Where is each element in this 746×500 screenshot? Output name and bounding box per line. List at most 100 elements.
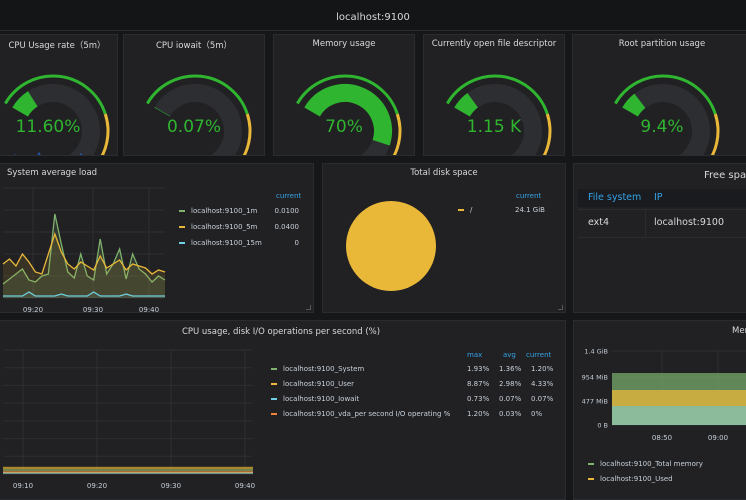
legend-label: localhost:9100_Iowait xyxy=(283,395,360,403)
disk-pie[interactable] xyxy=(336,191,446,301)
gauge-panel[interactable]: Memory usage 70% xyxy=(273,34,415,156)
legend-label: localhost:9100_Total memory xyxy=(600,460,703,468)
gauge-panel[interactable]: CPU Usage rate（5m） 11.60% xyxy=(0,34,118,156)
x-tick-label: 09:10 xyxy=(13,482,33,490)
legend-value: 24.1 GiB xyxy=(515,206,545,214)
gauge-track xyxy=(154,84,242,155)
legend-value-avg: 2.98% xyxy=(499,380,522,388)
series-line-15m xyxy=(3,291,165,297)
series-line-1m xyxy=(2,213,166,285)
cpu-io-chart[interactable]: 09:10 09:20 09:30 09:40 xyxy=(0,346,267,496)
gauge-fill xyxy=(12,91,39,117)
gauge-threshold-arc xyxy=(542,113,552,155)
legend-item[interactable]: localhost:9100_15m xyxy=(179,239,262,247)
panel-title: Memory usage xyxy=(312,39,376,49)
legend-swatch xyxy=(179,226,185,228)
panel-title: Free spac xyxy=(704,170,746,181)
x-tick-label: 09:00 xyxy=(708,434,728,442)
legend-item[interactable]: localhost:9100_Used xyxy=(588,475,673,483)
system-load-panel[interactable]: System average load 09:20 09:30 09:40 curr… xyxy=(0,163,314,313)
avg-header: avg xyxy=(503,351,516,359)
panel-title: CPU iowait（5m） xyxy=(155,41,233,51)
current-header: current xyxy=(516,192,542,200)
legend-item[interactable]: localhost:9100_Total memory xyxy=(588,460,703,468)
legend-label: localhost:9100_User xyxy=(283,380,355,388)
panel-title: Total disk space xyxy=(410,168,478,178)
top-bar xyxy=(0,0,746,31)
disk-space-panel[interactable]: Total disk space current / 24.1 GiB xyxy=(322,163,566,313)
legend-swatch xyxy=(271,368,277,370)
gauge-value: 0.07% xyxy=(166,117,221,137)
legend-swatch xyxy=(458,209,464,211)
legend-label: localhost:9100_1m xyxy=(191,207,258,215)
memory-chart[interactable]: 1.4 GiB 954 MiB 477 MiB 0 B 08:50 09:00 xyxy=(574,343,746,463)
gauge-panel[interactable]: Root partition usage 9.4% xyxy=(572,34,746,156)
legend-label: localhost:9100_System xyxy=(283,365,365,373)
gauge-threshold-arc xyxy=(392,113,402,155)
gauge-threshold-arc xyxy=(4,74,107,115)
pie-slice-root[interactable] xyxy=(346,201,436,291)
legend-value-current: 0% xyxy=(531,410,543,418)
legend-swatch xyxy=(179,242,185,244)
panel-title: Currently open file descriptor xyxy=(431,39,557,49)
sparkline xyxy=(14,151,83,155)
gauge-track xyxy=(622,84,710,155)
y-tick-label: 954 MiB xyxy=(582,374,608,382)
gauge-panel[interactable]: CPU iowait（5m） 0.07% xyxy=(123,34,265,156)
legend-item[interactable]: / xyxy=(458,206,472,214)
resize-handle[interactable] xyxy=(306,305,311,310)
legend-value: 0.0400 xyxy=(274,223,300,231)
x-tick-label: 08:50 xyxy=(652,434,672,442)
legend-swatch xyxy=(588,463,594,465)
legend-item[interactable]: localhost:9100_1m xyxy=(179,207,257,215)
row-title[interactable]: localhost:9100 xyxy=(336,12,410,23)
gauge-value: 9.4% xyxy=(640,117,684,137)
column-header-filesystem[interactable]: File system xyxy=(588,192,642,203)
gauge-track xyxy=(454,84,542,155)
gauge-dial xyxy=(614,74,720,155)
gauge-fill xyxy=(454,92,479,117)
current-header: current xyxy=(526,351,552,359)
legend-item[interactable]: localhost:9100_User xyxy=(271,380,354,388)
legend-value-avg: 1.36% xyxy=(499,365,522,373)
legend-value-current: 0.07% xyxy=(531,395,554,403)
legend-swatch xyxy=(179,210,185,212)
load-chart[interactable]: 09:20 09:30 09:40 xyxy=(0,184,167,313)
area-free xyxy=(612,406,746,425)
legend-item[interactable]: localhost:9100_System xyxy=(271,365,364,373)
table-header: File system IP xyxy=(578,189,746,207)
column-header-ip[interactable]: IP xyxy=(654,192,663,203)
legend-item[interactable]: localhost:9100_5m xyxy=(179,223,257,231)
panel-title: CPU usage, disk I/O operations per secon… xyxy=(181,327,381,337)
free-space-panel[interactable]: Free spac File system IP ext4 localhost:… xyxy=(573,163,746,313)
gauge-dial xyxy=(296,74,402,155)
legend-swatch xyxy=(271,383,277,385)
resize-handle[interactable] xyxy=(558,305,563,310)
legend-item[interactable]: localhost:9100_vda_per second I/O operat… xyxy=(271,410,450,418)
panel-title: Root partition usage xyxy=(618,39,706,49)
panel-title: Mem xyxy=(732,326,746,336)
area-used xyxy=(612,390,746,406)
gauge-threshold-arc xyxy=(296,74,399,115)
legend-item[interactable]: localhost:9100_Iowait xyxy=(271,395,359,403)
panel-title: CPU Usage rate（5m） xyxy=(8,41,106,51)
legend-value-current: 4.33% xyxy=(531,380,554,388)
y-tick-label: 477 MiB xyxy=(582,398,608,406)
x-tick-label: 09:20 xyxy=(23,306,43,313)
cpu-io-panel[interactable]: CPU usage, disk I/O operations per secon… xyxy=(0,320,566,500)
gauge-value: 1.15 K xyxy=(466,117,522,137)
legend-value-avg: 0.07% xyxy=(499,395,522,403)
legend-label: localhost:9100_15m xyxy=(191,239,262,247)
y-tick-label: 1.4 GiB xyxy=(584,348,608,356)
gauge-threshold-arc xyxy=(242,113,252,155)
x-tick-label: 09:30 xyxy=(83,306,103,313)
gauge-threshold-arc xyxy=(710,113,720,155)
gauge-panel[interactable]: Currently open file descriptor 1.15 K xyxy=(423,34,565,156)
gauge-value: 11.60% xyxy=(15,117,81,137)
legend-label: localhost:9100_5m xyxy=(191,223,258,231)
gauge-threshold-arc xyxy=(446,74,549,115)
memory-panel[interactable]: Mem 1.4 GiB 954 MiB 477 MiB 0 B 08:50 09:00 l… xyxy=(573,320,746,500)
legend-value-max: 0.73% xyxy=(467,395,490,403)
legend-value: 0.0100 xyxy=(274,207,300,215)
table-row[interactable]: ext4 localhost:9100 xyxy=(578,209,746,238)
